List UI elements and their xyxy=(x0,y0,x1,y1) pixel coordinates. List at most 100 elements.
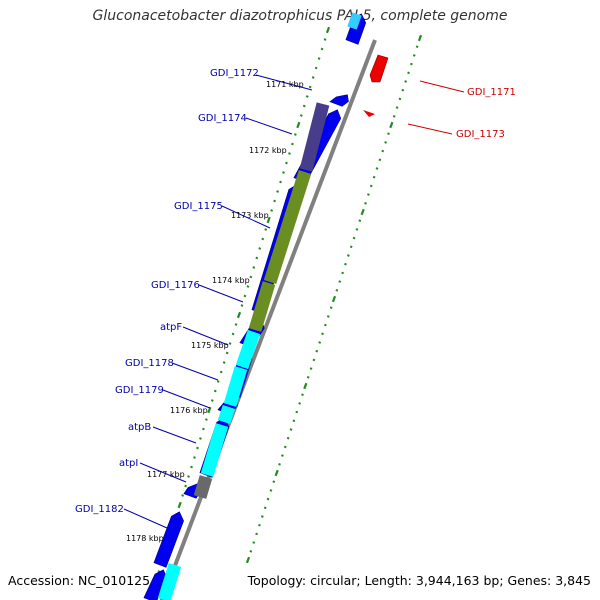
minor-tick xyxy=(398,97,402,101)
minor-tick xyxy=(314,66,318,70)
feature-track xyxy=(143,12,389,600)
minor-tick xyxy=(282,171,285,174)
cog-bar xyxy=(263,170,312,284)
forward-gene-label: atpF xyxy=(160,322,182,333)
minor-tick xyxy=(260,515,264,518)
minor-tick xyxy=(283,445,287,449)
forward-cds-arrow xyxy=(143,569,168,600)
cog-bar xyxy=(157,563,182,600)
minor-tick xyxy=(249,275,253,279)
minor-tick xyxy=(258,523,261,527)
label-leader-line xyxy=(407,123,453,135)
minor-tick xyxy=(193,456,196,459)
minor-tick xyxy=(311,76,315,79)
minor-tick xyxy=(184,484,187,488)
minor-tick xyxy=(255,532,258,536)
minor-tick xyxy=(375,167,379,170)
cog-bar xyxy=(200,423,229,477)
cog-bar xyxy=(235,329,261,370)
major-tick xyxy=(303,382,308,390)
minor-tick xyxy=(269,489,273,492)
label-leader-line xyxy=(255,74,313,91)
minor-tick xyxy=(321,332,324,336)
minor-tick xyxy=(228,342,232,345)
minor-tick xyxy=(410,62,413,66)
major-tick xyxy=(236,311,242,319)
minor-tick xyxy=(358,219,362,223)
minor-tick xyxy=(204,418,208,421)
minor-tick xyxy=(249,549,253,553)
minor-tick xyxy=(222,361,226,364)
kbp-tick-label: 1174 kbp xyxy=(212,276,250,285)
minor-tick xyxy=(312,358,316,362)
forward-gene-label: GDI_1178 xyxy=(125,358,174,369)
major-tick xyxy=(325,26,331,34)
minor-tick xyxy=(305,95,309,98)
minor-tick xyxy=(292,419,296,423)
minor-tick xyxy=(278,462,281,466)
label-leader-line xyxy=(123,508,168,529)
major-tick xyxy=(296,121,301,129)
forward-cds-arrow xyxy=(153,511,184,568)
major-tick xyxy=(417,34,423,42)
minor-tick xyxy=(279,180,282,184)
minor-tick xyxy=(258,247,262,250)
label-leader-line xyxy=(419,80,465,93)
kbp-tick-label: 1178 kbp xyxy=(126,534,164,543)
minor-tick xyxy=(219,370,223,374)
minor-tick xyxy=(216,380,220,383)
minor-tick xyxy=(281,454,284,457)
topology-text: Topology: circular; Length: 3,944,163 bp… xyxy=(247,573,591,588)
minor-tick xyxy=(196,446,199,450)
label-leader-line xyxy=(182,326,229,346)
minor-tick xyxy=(323,38,327,41)
minor-tick xyxy=(243,294,247,298)
major-tick xyxy=(331,295,337,303)
minor-tick xyxy=(263,506,267,510)
minor-tick xyxy=(181,494,185,497)
major-tick xyxy=(245,556,251,564)
minor-tick xyxy=(387,132,390,136)
minor-tick xyxy=(210,399,214,402)
forward-cds-arrow xyxy=(329,94,349,107)
minor-tick xyxy=(378,158,382,162)
major-tick xyxy=(177,501,182,509)
minor-tick xyxy=(302,104,306,108)
label-leader-line xyxy=(162,389,211,409)
major-tick xyxy=(266,216,271,224)
forward-gene-label: GDI_1174 xyxy=(198,113,247,124)
major-tick xyxy=(360,208,365,216)
minor-tick xyxy=(346,254,350,257)
forward-gene-label: GDI_1176 xyxy=(151,280,200,291)
kbp-tick-label: 1176 kbp xyxy=(170,406,208,415)
minor-tick xyxy=(190,465,193,469)
kbp-tick-label: 1177 kbp xyxy=(147,470,185,479)
forward-gene-label: GDI_1175 xyxy=(174,201,223,212)
minor-tick xyxy=(273,199,276,203)
major-tick xyxy=(207,406,212,414)
minor-tick xyxy=(266,497,270,501)
minor-tick xyxy=(252,541,256,544)
minor-tick xyxy=(298,402,301,405)
minor-tick xyxy=(291,142,294,146)
minor-tick xyxy=(326,315,330,318)
reverse-cds-arrow xyxy=(363,110,375,117)
cog-bar xyxy=(217,404,236,425)
minor-tick xyxy=(415,45,419,49)
forward-gene-label: atpB xyxy=(128,422,151,433)
minor-tick xyxy=(352,236,356,240)
minor-tick xyxy=(309,367,313,370)
label-leader-line xyxy=(152,426,197,444)
minor-tick xyxy=(246,285,250,288)
map-title: Gluconacetobacter diazotrophicus PAI 5, … xyxy=(92,8,508,24)
minor-tick xyxy=(315,349,319,353)
minor-tick xyxy=(293,133,297,136)
cog-bar xyxy=(248,281,276,332)
minor-tick xyxy=(270,209,274,212)
minor-tick xyxy=(412,54,416,57)
minor-tick xyxy=(404,80,408,83)
minor-tick xyxy=(240,304,244,307)
minor-tick xyxy=(225,351,229,355)
minor-tick xyxy=(344,262,347,266)
minor-tick xyxy=(289,428,293,431)
